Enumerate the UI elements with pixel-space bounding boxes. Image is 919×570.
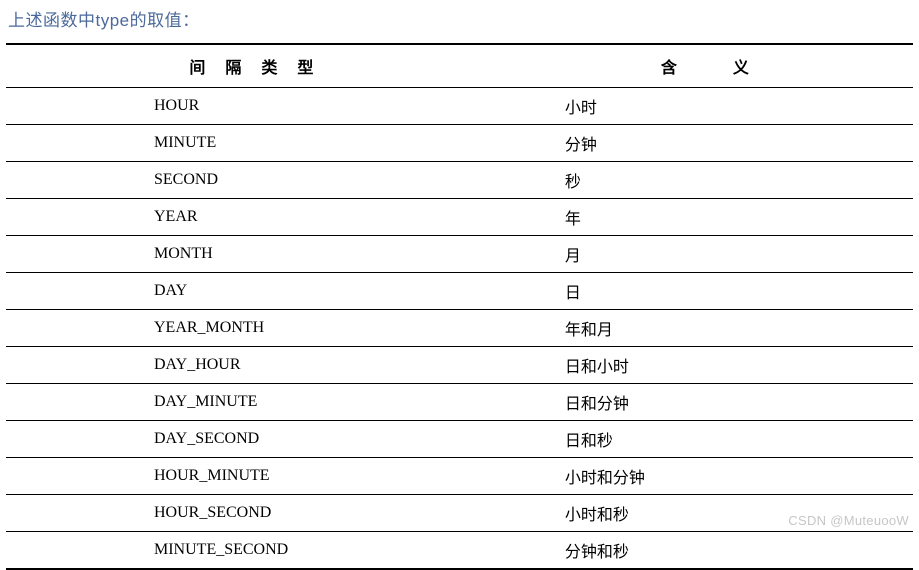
cell-meaning: 日和分钟 — [505, 384, 913, 421]
table-row: DAY日 — [6, 273, 913, 310]
header-interval-type: 间 隔 类 型 — [6, 44, 505, 88]
table-row: DAY_MINUTE日和分钟 — [6, 384, 913, 421]
table-header-row: 间 隔 类 型 含 义 — [6, 44, 913, 88]
table-row: HOUR_SECOND小时和秒 — [6, 495, 913, 532]
cell-type: HOUR_SECOND — [6, 495, 505, 532]
type-values-table: 间 隔 类 型 含 义 HOUR小时 MINUTE分钟 SECOND秒 YEAR… — [6, 43, 913, 570]
cell-type: YEAR_MONTH — [6, 310, 505, 347]
cell-type: DAY_SECOND — [6, 421, 505, 458]
table-row: MINUTE_SECOND分钟和秒 — [6, 532, 913, 570]
cell-meaning: 分钟 — [505, 125, 913, 162]
cell-meaning: 小时 — [505, 88, 913, 125]
cell-meaning: 日和小时 — [505, 347, 913, 384]
cell-type: MONTH — [6, 236, 505, 273]
header-meaning: 含 义 — [505, 44, 913, 88]
cell-type: MINUTE_SECOND — [6, 532, 505, 570]
cell-type: HOUR_MINUTE — [6, 458, 505, 495]
cell-meaning: 秒 — [505, 162, 913, 199]
table-row: HOUR小时 — [6, 88, 913, 125]
cell-meaning: 日 — [505, 273, 913, 310]
cell-meaning: 月 — [505, 236, 913, 273]
table-row: MINUTE分钟 — [6, 125, 913, 162]
cell-meaning: 日和秒 — [505, 421, 913, 458]
table-row: YEAR年 — [6, 199, 913, 236]
cell-type: MINUTE — [6, 125, 505, 162]
cell-type: SECOND — [6, 162, 505, 199]
cell-meaning: 年和月 — [505, 310, 913, 347]
cell-meaning: 小时和分钟 — [505, 458, 913, 495]
table-row: YEAR_MONTH年和月 — [6, 310, 913, 347]
cell-type: DAY_HOUR — [6, 347, 505, 384]
table-row: HOUR_MINUTE小时和分钟 — [6, 458, 913, 495]
cell-type: HOUR — [6, 88, 505, 125]
watermark-text: CSDN @MuteuooW — [788, 513, 909, 528]
table-row: DAY_SECOND日和秒 — [6, 421, 913, 458]
cell-meaning: 分钟和秒 — [505, 532, 913, 570]
cell-meaning: 年 — [505, 199, 913, 236]
table-row: SECOND秒 — [6, 162, 913, 199]
cell-type: DAY_MINUTE — [6, 384, 505, 421]
cell-type: DAY — [6, 273, 505, 310]
caption-text: 上述函数中type的取值： — [0, 0, 919, 43]
table-row: DAY_HOUR日和小时 — [6, 347, 913, 384]
cell-type: YEAR — [6, 199, 505, 236]
table-container: 间 隔 类 型 含 义 HOUR小时 MINUTE分钟 SECOND秒 YEAR… — [0, 43, 919, 570]
table-row: MONTH月 — [6, 236, 913, 273]
